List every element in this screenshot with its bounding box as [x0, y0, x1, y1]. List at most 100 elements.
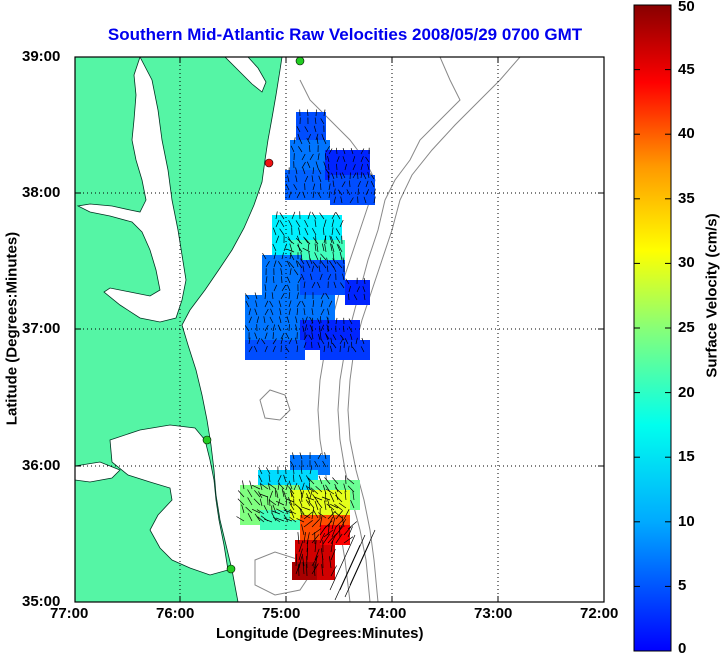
- velocity-arrow: [297, 532, 300, 545]
- velocity-arrow: [306, 161, 311, 169]
- velocity-arrow: [280, 292, 285, 300]
- velocity-arrow: [272, 324, 275, 332]
- chesapeake-bay: [76, 57, 187, 323]
- velocity-arrow: [258, 467, 263, 475]
- velocity-arrow: [272, 345, 276, 353]
- bathymetry-contour-4: [254, 389, 311, 596]
- velocity-arrow: [251, 484, 261, 490]
- velocity-arrow: [295, 562, 301, 575]
- velocity-arrow: [285, 498, 295, 503]
- delaware-bay: [224, 57, 267, 93]
- velocity-arrow: [310, 487, 319, 495]
- velocity-arrow: [268, 483, 277, 490]
- velocity-arrow: [329, 235, 333, 244]
- velocity-arrow: [285, 482, 289, 491]
- velocity-arrow: [357, 172, 359, 180]
- velocity-arrow: [309, 466, 313, 475]
- velocity-arrow: [330, 243, 333, 252]
- colorbar-tick-label: 0: [678, 640, 687, 657]
- velocity-arrow: [335, 212, 341, 220]
- station-marker: [264, 158, 274, 168]
- velocity-arrow: [285, 466, 287, 475]
- velocity-arrow: [341, 516, 345, 528]
- velocity-arrow: [259, 493, 269, 498]
- velocity-arrow: [248, 308, 251, 316]
- velocity-arrow: [274, 488, 277, 498]
- velocity-arrow: [271, 513, 277, 522]
- velocity-arrow: [299, 452, 303, 460]
- velocity-arrow: [290, 509, 295, 519]
- velocity-arrow: [308, 145, 311, 153]
- lon-tick-label: 77:00: [50, 605, 89, 622]
- velocity-arrow: [283, 517, 293, 522]
- velocity-arrow: [317, 167, 322, 175]
- velocity-arrow: [295, 553, 298, 567]
- velocity-arrow: [329, 556, 332, 569]
- velocity-arrow: [311, 534, 320, 544]
- velocity-arrow: [303, 334, 308, 341]
- velocity-arrow: [308, 501, 315, 509]
- velocity-arrow: [347, 526, 353, 538]
- velocity-arrow: [311, 317, 314, 325]
- velocity-arrow: [279, 220, 285, 228]
- velocity-arrow: [328, 148, 333, 155]
- velocity-arrow: [247, 489, 253, 498]
- velocity-arrow: [349, 180, 351, 188]
- velocity-arrow: [332, 265, 337, 273]
- velocity-arrow: [288, 480, 293, 490]
- velocity-arrow: [260, 338, 266, 345]
- velocity-arrow: [331, 219, 335, 228]
- velocity-arrow: [303, 236, 309, 244]
- velocity-arrow: [318, 333, 321, 341]
- lon-tick-label: 75:00: [262, 605, 301, 622]
- velocity-arrow: [295, 324, 298, 332]
- velocity-arrow: [331, 212, 336, 220]
- velocity-arrow: [248, 337, 251, 345]
- velocity-arrow: [244, 293, 250, 300]
- velocity-arrow: [312, 183, 316, 191]
- velocity-arrow: [311, 518, 320, 528]
- velocity-arrow: [286, 260, 291, 268]
- velocity-arrow: [314, 252, 319, 261]
- velocity-arrow: [295, 220, 301, 228]
- velocity-arrow: [292, 466, 295, 475]
- velocity-arrow: [300, 258, 305, 265]
- velocity-arrow: [288, 509, 297, 515]
- velocity-arrow: [320, 183, 322, 191]
- velocity-arrow: [367, 163, 370, 171]
- velocity-arrow: [269, 316, 274, 324]
- velocity-arrow: [311, 341, 313, 349]
- velocity-arrow: [305, 496, 315, 501]
- velocity-arrow: [339, 534, 366, 591]
- velocity-arrow: [254, 490, 261, 498]
- velocity-arrow: [349, 529, 376, 586]
- lat-tick-label: 35:00: [22, 593, 61, 610]
- velocity-arrow: [289, 516, 297, 523]
- velocity-arrow: [289, 243, 293, 252]
- velocity-arrow: [321, 564, 324, 577]
- velocity-arrow: [301, 153, 306, 161]
- colorbar-label: Surface Velocity (cm/s): [703, 213, 721, 378]
- velocity-arrow: [325, 334, 329, 341]
- velocity-arrow: [302, 561, 305, 575]
- velocity-arrow: [306, 493, 311, 503]
- velocity-arrow: [280, 332, 285, 340]
- velocity-arrow: [312, 509, 319, 519]
- velocity-arrow: [254, 332, 258, 340]
- velocity-arrow: [332, 251, 335, 261]
- velocity-arrow: [296, 292, 299, 300]
- velocity-arrow: [325, 292, 330, 300]
- velocity-arrow: [281, 252, 284, 260]
- velocity-arrow: [241, 504, 245, 514]
- velocity-arrow: [314, 500, 319, 511]
- velocity-arrow: [305, 499, 311, 507]
- velocity-arrow: [325, 488, 335, 495]
- velocity-arrow: [273, 252, 277, 260]
- velocity-arrow: [339, 172, 343, 180]
- velocity-arrow: [294, 337, 298, 345]
- velocity-arrow: [305, 475, 311, 483]
- velocity-arrow: [277, 482, 285, 490]
- velocity-arrow: [332, 342, 337, 349]
- velocity-arrow: [264, 518, 273, 523]
